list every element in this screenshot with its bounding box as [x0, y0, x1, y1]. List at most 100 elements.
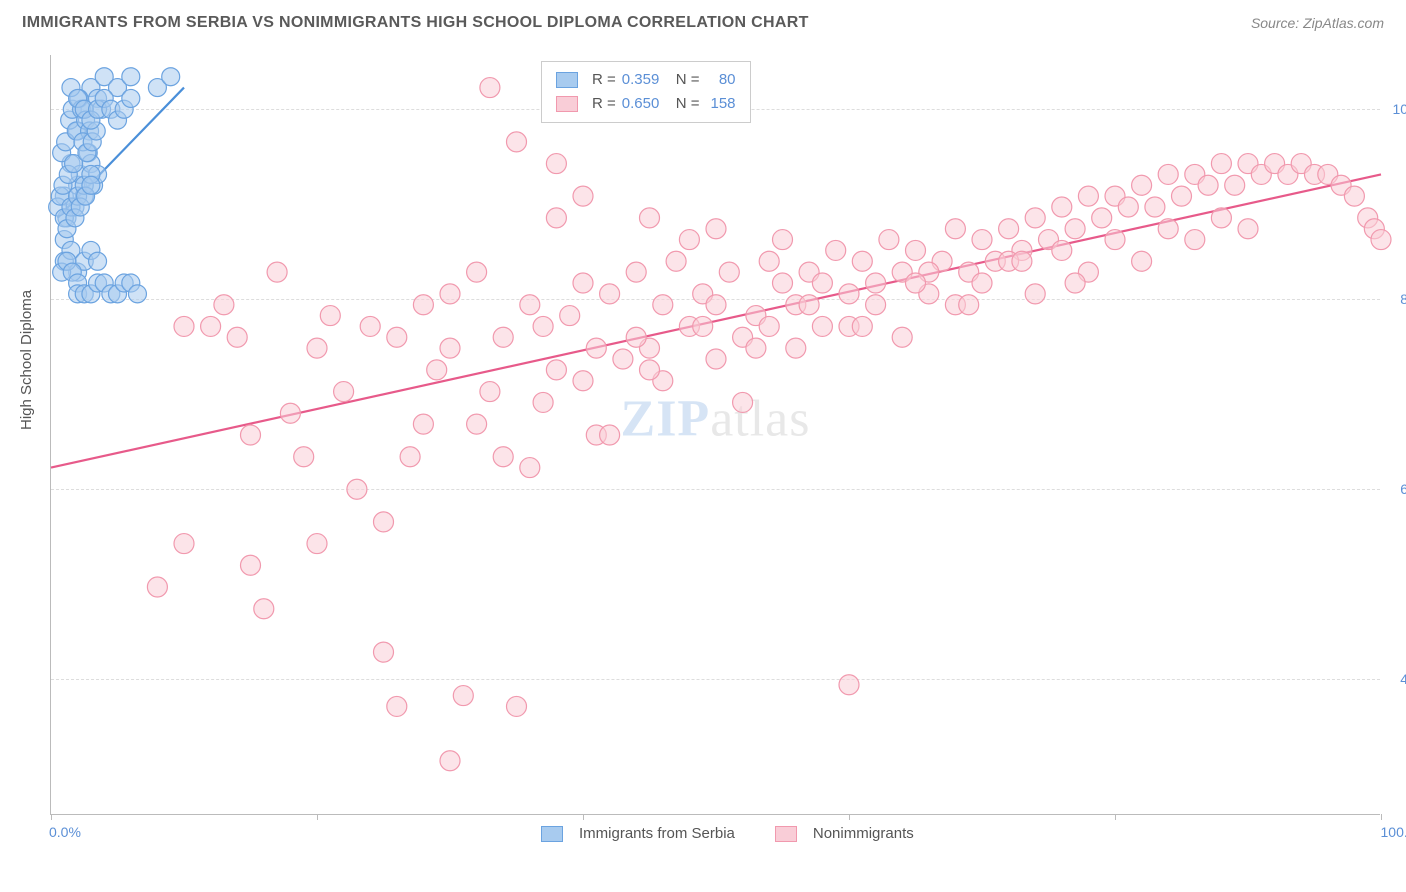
scatter-point	[453, 686, 473, 706]
scatter-point	[719, 262, 739, 282]
scatter-point	[786, 338, 806, 358]
scatter-point	[573, 273, 593, 293]
scatter-point	[214, 295, 234, 315]
scatter-point	[254, 599, 274, 619]
scatter-point	[826, 240, 846, 260]
y-tick-label: 47.5%	[1385, 671, 1406, 687]
scatter-point	[1344, 186, 1364, 206]
scatter-point	[241, 425, 261, 445]
scatter-point	[280, 403, 300, 423]
scatter-point	[812, 273, 832, 293]
scatter-point	[174, 534, 194, 554]
y-tick-label: 65.0%	[1385, 481, 1406, 497]
scatter-point	[122, 89, 140, 107]
legend-swatch-1	[556, 96, 578, 112]
scatter-point	[201, 316, 221, 336]
scatter-point	[1158, 164, 1178, 184]
scatter-point	[307, 338, 327, 358]
scatter-point	[1025, 208, 1045, 228]
scatter-point	[174, 316, 194, 336]
legend-swatch-bottom-1	[775, 826, 797, 842]
scatter-point	[507, 132, 527, 152]
stats-legend-row-1: R = 0.650 N = 158	[556, 92, 736, 116]
scatter-point	[1012, 251, 1032, 271]
y-tick-label: 100.0%	[1385, 101, 1406, 117]
scatter-point	[746, 338, 766, 358]
scatter-point	[533, 392, 553, 412]
scatter-point	[467, 262, 487, 282]
scatter-point	[666, 251, 686, 271]
scatter-point	[1145, 197, 1165, 217]
scatter-point	[626, 327, 646, 347]
series-legend-item-1: Nonimmigrants	[775, 825, 914, 842]
scatter-point	[600, 425, 620, 445]
scatter-point	[147, 577, 167, 597]
scatter-point	[267, 262, 287, 282]
scatter-point	[613, 349, 633, 369]
scatter-point	[1052, 197, 1072, 217]
r-value-0: 0.359	[622, 68, 670, 92]
scatter-point	[839, 675, 859, 695]
series-label-0: Immigrants from Serbia	[579, 825, 735, 842]
x-tick	[317, 814, 318, 820]
scatter-point	[1158, 219, 1178, 239]
scatter-point	[906, 240, 926, 260]
scatter-point	[440, 338, 460, 358]
scatter-point	[773, 230, 793, 250]
scatter-point	[413, 414, 433, 434]
legend-swatch-0	[556, 72, 578, 88]
scatter-point	[1065, 219, 1085, 239]
scatter-point	[347, 479, 367, 499]
scatter-point	[1211, 208, 1231, 228]
legend-swatch-bottom-0	[541, 826, 563, 842]
series-legend: Immigrants from Serbia Nonimmigrants	[541, 825, 914, 842]
scatter-point	[560, 306, 580, 326]
scatter-point	[82, 176, 100, 194]
scatter-point	[1092, 208, 1112, 228]
chart-title: IMMIGRANTS FROM SERBIA VS NONIMMIGRANTS …	[22, 14, 809, 32]
scatter-point	[520, 458, 540, 478]
scatter-point	[999, 219, 1019, 239]
stats-legend: R = 0.359 N = 80 R = 0.650 N = 158	[541, 61, 751, 123]
scatter-point	[1025, 284, 1045, 304]
series-label-1: Nonimmigrants	[813, 825, 914, 842]
scatter-point	[467, 414, 487, 434]
x-axis-min-label: 0.0%	[49, 824, 81, 840]
scatter-point	[573, 371, 593, 391]
scatter-point	[1132, 251, 1152, 271]
source-attribution: Source: ZipAtlas.com	[1251, 15, 1384, 31]
r-value-1: 0.650	[622, 92, 670, 116]
scatter-point	[320, 306, 340, 326]
scatter-point	[759, 316, 779, 336]
scatter-point	[892, 327, 912, 347]
n-value-0: 80	[706, 68, 736, 92]
scatter-point	[653, 295, 673, 315]
scatter-point	[1211, 154, 1231, 174]
stats-legend-row-0: R = 0.359 N = 80	[556, 68, 736, 92]
scatter-point	[1105, 230, 1125, 250]
scatter-point	[413, 295, 433, 315]
scatter-point	[839, 284, 859, 304]
scatter-point	[227, 327, 247, 347]
scatter-point	[1238, 219, 1258, 239]
scatter-point	[427, 360, 447, 380]
scatter-point	[879, 230, 899, 250]
scatter-point	[866, 273, 886, 293]
scatter-point	[374, 512, 394, 532]
scatter-point	[1052, 240, 1072, 260]
scatter-point	[866, 295, 886, 315]
scatter-point	[852, 316, 872, 336]
scatter-point	[480, 382, 500, 402]
scatter-point	[972, 273, 992, 293]
scatter-point	[706, 295, 726, 315]
x-tick	[583, 814, 584, 820]
scatter-point	[573, 186, 593, 206]
scatter-point	[626, 262, 646, 282]
scatter-point	[162, 68, 180, 86]
scatter-point	[546, 360, 566, 380]
scatter-point	[387, 696, 407, 716]
scatter-point	[959, 295, 979, 315]
scatter-point	[360, 316, 380, 336]
scatter-point	[640, 208, 660, 228]
scatter-point	[400, 447, 420, 467]
